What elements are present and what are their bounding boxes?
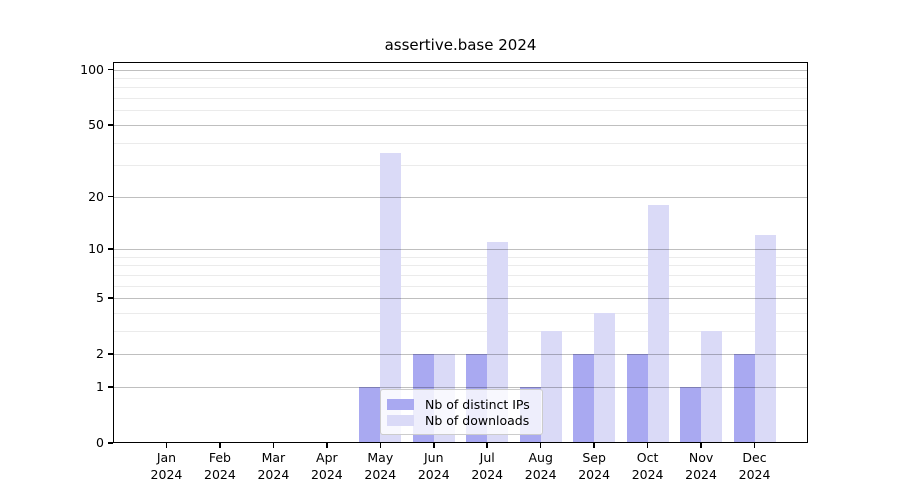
- y-tick-label: 100: [80, 61, 104, 77]
- x-axis-tick: [165, 443, 168, 448]
- bar-downloads-oct: [647, 204, 669, 443]
- x-axis-tick: [379, 443, 382, 448]
- y-axis-tick: [108, 248, 113, 250]
- gridline-minor: [113, 274, 808, 276]
- x-axis-tick: [432, 443, 435, 448]
- y-axis-tick: [108, 353, 113, 355]
- gridline-minor: [113, 265, 808, 267]
- x-axis-tick: [272, 443, 275, 448]
- x-tick-label: Jul 2024: [471, 450, 504, 482]
- legend-item-ips: Nb of distinct IPs: [387, 397, 536, 412]
- y-axis-tick: [108, 386, 113, 388]
- gridline-minor: [113, 110, 808, 112]
- y-axis-tick: [108, 195, 113, 198]
- x-tick-label: Oct 2024: [631, 450, 664, 482]
- bar-ips-dec: [733, 354, 755, 443]
- legend-item-downloads: Nb of downloads: [387, 413, 536, 428]
- y-axis-tick: [108, 297, 113, 299]
- y-tick-label: 1: [96, 378, 104, 394]
- x-tick-label: Jun 2024: [417, 450, 450, 482]
- x-tick-label: Jan 2024: [150, 450, 183, 482]
- x-axis-tick: [326, 443, 328, 448]
- gridline-major: [113, 249, 808, 250]
- gridline-minor: [113, 87, 808, 89]
- x-axis-tick: [593, 443, 595, 448]
- y-tick-label: 2: [96, 346, 104, 362]
- bar-ips-may: [359, 386, 381, 443]
- x-tick-label: Feb 2024: [204, 450, 236, 482]
- bar-ips-oct: [626, 354, 648, 443]
- y-axis-tick: [108, 124, 113, 126]
- x-tick-label: Dec 2024: [738, 450, 771, 482]
- legend-swatch: [387, 399, 414, 410]
- gridline-minor: [113, 98, 808, 100]
- y-tick-label: 5: [96, 290, 104, 306]
- legend: Nb of distinct IPs Nb of downloads: [380, 389, 543, 435]
- gridline-major: [113, 69, 808, 71]
- gridline-major: [113, 298, 808, 300]
- gridline-minor: [113, 285, 808, 287]
- x-axis-tick: [219, 443, 221, 448]
- bar-ips-nov: [680, 386, 702, 443]
- legend-swatch: [387, 415, 414, 426]
- x-tick-label: Sep 2024: [578, 450, 611, 482]
- x-tick-label: Nov 2024: [685, 450, 717, 482]
- gridline-major: [113, 386, 808, 388]
- gridline-major: [113, 124, 808, 126]
- bar-downloads-sep: [594, 312, 616, 443]
- x-axis-tick: [539, 443, 542, 448]
- x-axis-tick: [700, 443, 702, 448]
- x-tick-label: Mar 2024: [257, 450, 290, 482]
- x-axis-tick: [753, 443, 756, 448]
- gridline-minor: [113, 142, 808, 144]
- x-tick-label: Aug 2024: [524, 450, 557, 482]
- gridline-major: [113, 196, 808, 198]
- gridline-minor: [113, 312, 808, 314]
- gridline-minor: [113, 78, 808, 80]
- x-tick-label: May 2024: [364, 450, 397, 482]
- x-tick-label: Apr 2024: [310, 450, 343, 482]
- x-axis-tick: [646, 443, 649, 448]
- bar-downloads-nov: [701, 330, 723, 443]
- bar-downloads-aug: [540, 330, 562, 443]
- gridline-major: [113, 354, 808, 356]
- bar-downloads-dec: [754, 235, 776, 443]
- gridline-minor: [113, 165, 808, 167]
- legend-label: Nb of downloads: [425, 413, 530, 428]
- y-tick-label: 0: [96, 435, 104, 450]
- gridline-minor: [113, 330, 808, 332]
- plot-area: Nb of distinct IPs Nb of downloads: [113, 62, 808, 443]
- y-tick-label: 20: [88, 188, 104, 204]
- x-axis-tick: [486, 443, 489, 448]
- legend-label: Nb of distinct IPs: [425, 397, 530, 412]
- y-tick-label: 50: [88, 116, 104, 132]
- chart-title: assertive.base 2024: [384, 36, 537, 54]
- gridline-minor: [113, 256, 808, 258]
- y-axis-tick: [108, 442, 113, 444]
- bar-ips-sep: [573, 354, 595, 443]
- y-axis-tick: [108, 68, 113, 71]
- bar-downloads-may: [380, 153, 402, 443]
- y-tick-label: 10: [88, 241, 104, 256]
